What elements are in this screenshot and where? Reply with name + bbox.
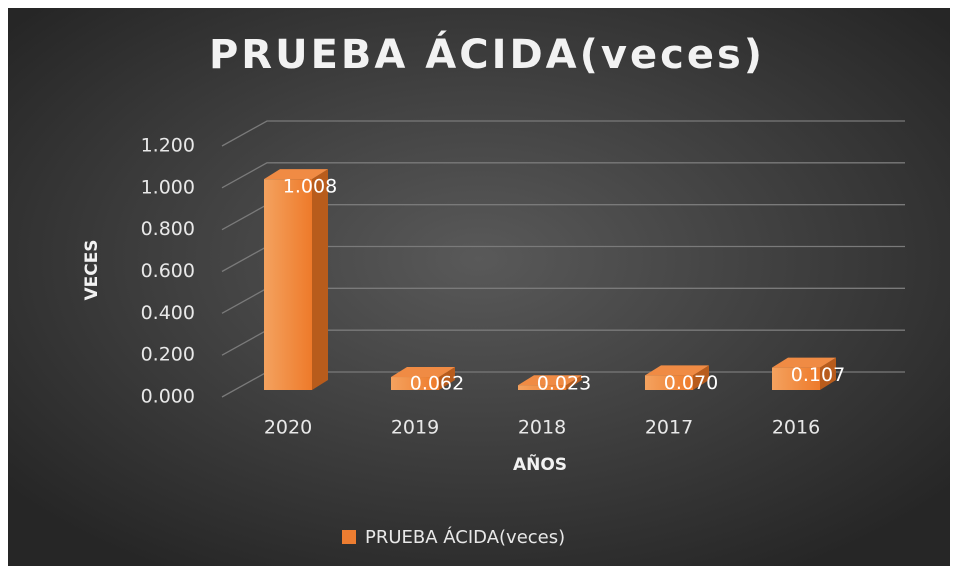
grid-line — [221, 162, 905, 189]
grid-line — [221, 120, 905, 147]
bar — [772, 367, 820, 390]
bar — [391, 377, 439, 390]
x-tick-label: 2019 — [391, 417, 439, 439]
bar-side — [439, 367, 455, 390]
bar — [264, 179, 312, 390]
bar — [645, 375, 693, 390]
bar-top — [264, 169, 328, 180]
y-tick-label: 1.000 — [141, 176, 195, 198]
y-axis-title: VECES — [82, 239, 102, 300]
chart-background — [8, 8, 950, 566]
value-label: 1.008 — [283, 176, 337, 198]
value-label: 0.070 — [664, 372, 718, 394]
y-tick-label: 0.200 — [141, 344, 195, 366]
x-tick-label: 2017 — [645, 417, 693, 439]
x-tick-label: 2020 — [264, 417, 312, 439]
bar — [518, 385, 566, 390]
x-axis-title: AÑOS — [513, 452, 567, 475]
chart-title: PRUEBA ÁCIDA(veces) — [209, 30, 765, 78]
legend-swatch — [342, 530, 356, 544]
x-tick-label: 2016 — [772, 417, 820, 439]
bar-top — [772, 357, 836, 368]
legend-label: PRUEBA ÁCIDA(veces) — [365, 526, 565, 548]
bar-side — [312, 169, 328, 390]
value-label: 0.107 — [791, 364, 845, 386]
bar-top — [518, 375, 582, 386]
y-tick-label: 0.000 — [141, 386, 195, 408]
x-tick-label: 2018 — [518, 417, 566, 439]
value-label: 0.062 — [410, 373, 464, 395]
bar-side — [693, 365, 709, 390]
bar-top — [645, 365, 709, 376]
y-tick-label: 1.200 — [141, 135, 195, 157]
y-tick-label: 0.400 — [141, 302, 195, 324]
y-tick-label: 0.800 — [141, 218, 195, 240]
bar-side — [566, 375, 582, 390]
value-label: 0.023 — [537, 373, 591, 395]
y-tick-label: 0.600 — [141, 260, 195, 282]
bar-top — [391, 367, 455, 378]
bar-side — [820, 357, 836, 390]
